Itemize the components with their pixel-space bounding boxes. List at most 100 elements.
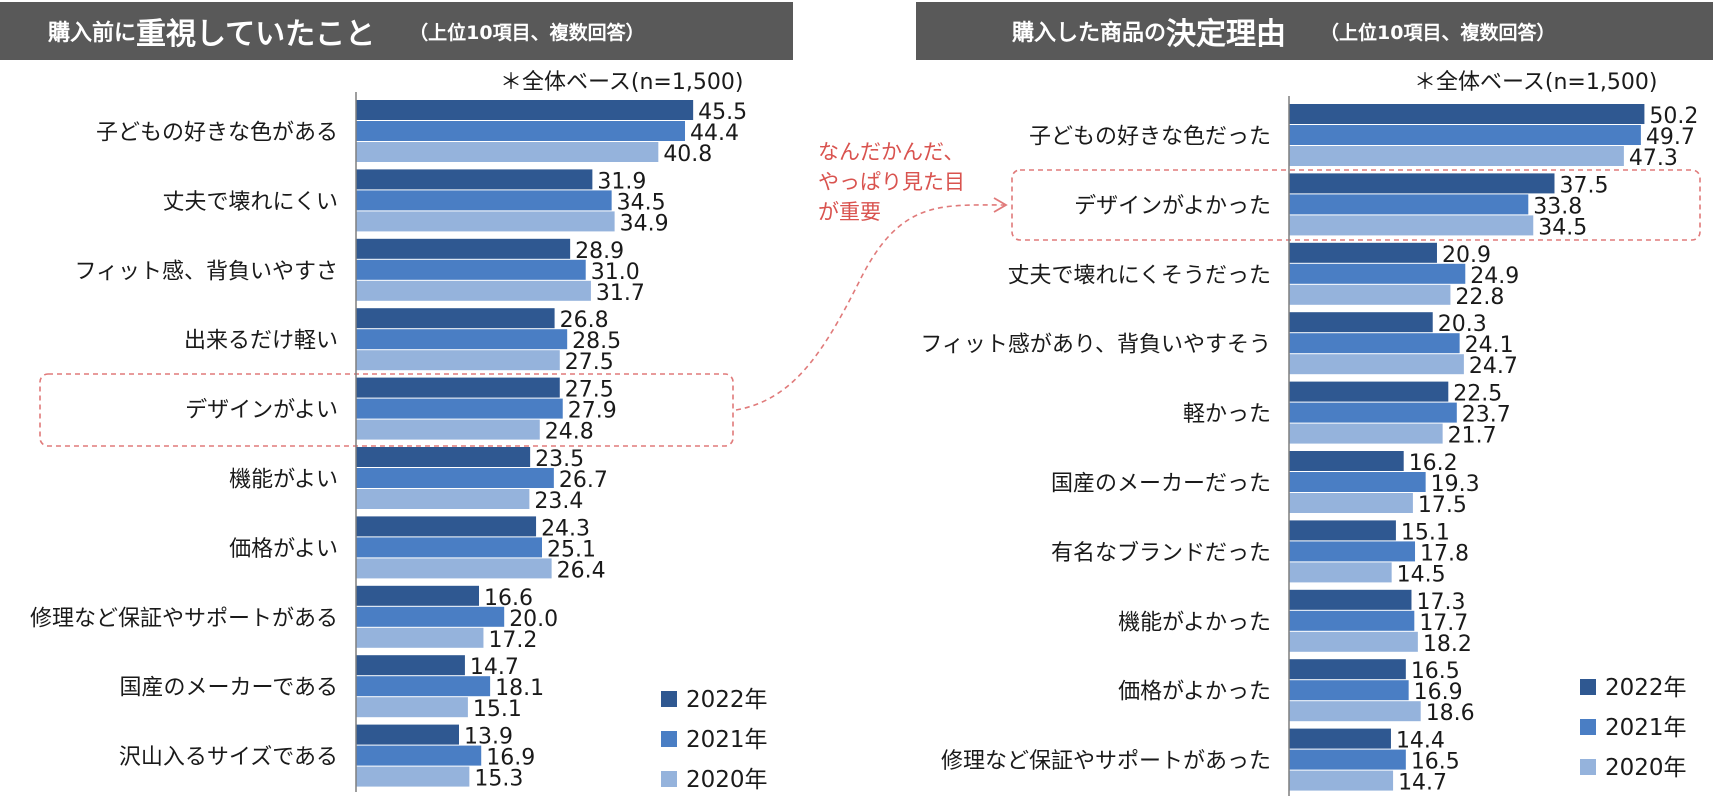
- right-bar-2021年: [1289, 333, 1460, 354]
- left-value-label: 16.6: [484, 586, 533, 611]
- left-category-label: 修理など保証やサポートがある: [30, 606, 338, 631]
- right-value-label: 14.4: [1396, 729, 1445, 754]
- right-bar-2020年: [1289, 493, 1413, 513]
- right-value-label: 23.7: [1462, 403, 1511, 428]
- left-value-label: 31.7: [596, 281, 645, 306]
- left-title-note: （上位10項目、複数回答）: [409, 21, 645, 44]
- left-bar-2020年: [356, 489, 530, 509]
- left-bar-2022年: [356, 308, 555, 329]
- right-category-label: 機能がよかった: [1118, 610, 1271, 635]
- right-value-label: 24.9: [1470, 264, 1519, 289]
- right-value-label: 37.5: [1560, 173, 1609, 198]
- left-value-label: 17.2: [488, 628, 537, 653]
- left-value-label: 34.9: [620, 211, 669, 236]
- left-category-label: 沢山入るサイズである: [119, 745, 338, 770]
- left-value-label: 23.4: [534, 489, 583, 514]
- right-value-label: 49.7: [1646, 125, 1695, 150]
- left-value-label: 34.5: [617, 190, 666, 215]
- left-bar-2022年: [356, 516, 537, 537]
- left-category-label: 機能がよい: [229, 468, 338, 493]
- right-legend-label: 2020年: [1605, 755, 1687, 781]
- left-bar-2022年: [356, 238, 571, 259]
- left-bar-2020年: [356, 142, 659, 162]
- right-category-label: 子どもの好きな色だった: [1029, 125, 1271, 150]
- annotation-line-3: が重要: [818, 200, 881, 224]
- connector-arrowhead-icon: [993, 197, 1008, 213]
- right-value-label: 21.7: [1448, 424, 1497, 449]
- right-bar-2020年: [1289, 354, 1464, 375]
- right-bar-2020年: [1289, 562, 1392, 583]
- right-bar-2022年: [1289, 659, 1406, 680]
- right-legend-swatch: [1580, 719, 1596, 735]
- left-category-label: デザインがよい: [185, 398, 338, 423]
- left-value-label: 26.7: [559, 468, 608, 493]
- right-bar-2022年: [1289, 242, 1437, 263]
- right-bar-2020年: [1289, 423, 1443, 444]
- left-bar-2020年: [356, 697, 468, 718]
- left-bar-2021年: [356, 606, 505, 627]
- left-bar-2022年: [356, 447, 531, 467]
- right-value-label: 16.5: [1411, 750, 1460, 775]
- right-title-note: （上位10項目、複数回答）: [1320, 21, 1556, 44]
- left-value-label: 18.1: [495, 676, 544, 701]
- right-base-note: ＊全体ベース(n=1,500): [1414, 70, 1658, 95]
- left-category-label: 子どもの好きな色がある: [96, 121, 338, 146]
- left-value-label: 28.9: [575, 239, 624, 264]
- left-value-label: 27.5: [565, 350, 614, 375]
- left-bar-2022年: [356, 377, 560, 398]
- right-bar-2022年: [1289, 589, 1412, 610]
- left-bar-2020年: [356, 766, 470, 787]
- left-bar-2021年: [356, 329, 568, 350]
- right-value-label: 17.3: [1416, 590, 1465, 615]
- right-value-label: 19.3: [1431, 472, 1480, 497]
- left-bar-2021年: [356, 745, 482, 766]
- right-bar-2022年: [1289, 728, 1391, 749]
- left-category-label: 丈夫で壊れにくい: [162, 190, 338, 215]
- right-bar-2020年: [1289, 701, 1421, 722]
- left-panel-title: 購入前に 重視していたこと （上位10項目、複数回答）: [0, 2, 793, 60]
- annotation-line-2: やっぱり見た目: [818, 170, 965, 194]
- left-legend-swatch: [661, 731, 677, 747]
- left-bar-2021年: [356, 190, 612, 211]
- right-value-label: 15.1: [1401, 520, 1450, 545]
- right-value-label: 22.8: [1455, 285, 1504, 310]
- right-bar-2022年: [1289, 520, 1396, 541]
- right-value-label: 18.2: [1423, 632, 1472, 657]
- right-category-label: 軽かった: [1183, 402, 1271, 427]
- right-value-label: 33.8: [1533, 194, 1582, 219]
- left-legend-label: 2021年: [686, 727, 768, 753]
- left-bar-2021年: [356, 468, 554, 488]
- right-highlight-box: [1011, 169, 1701, 241]
- left-title-emphasis: 重視していたこと: [136, 17, 376, 52]
- design-annotation: なんだかんだ、 やっぱり見た目 が重要: [818, 137, 965, 227]
- left-value-label: 26.8: [560, 308, 609, 333]
- right-bar-2021年: [1289, 194, 1529, 215]
- right-value-label: 50.2: [1649, 104, 1698, 129]
- left-category-label: 国産のメーカーである: [120, 676, 338, 701]
- left-value-label: 45.5: [698, 100, 747, 125]
- right-legend-swatch: [1580, 679, 1596, 695]
- right-bar-2020年: [1289, 770, 1394, 791]
- right-value-label: 16.5: [1411, 659, 1460, 684]
- right-value-label: 17.7: [1419, 611, 1468, 636]
- right-bar-2022年: [1289, 173, 1555, 194]
- left-bar-2020年: [356, 627, 484, 648]
- right-value-label: 16.2: [1409, 451, 1458, 476]
- left-bar-2022年: [356, 585, 480, 606]
- left-bar-2020年: [356, 350, 560, 371]
- left-bar-2020年: [356, 419, 540, 440]
- left-bar-2022年: [356, 655, 465, 676]
- right-value-label: 18.6: [1426, 701, 1475, 726]
- left-value-label: 24.8: [545, 420, 594, 445]
- right-bar-2020年: [1289, 146, 1624, 166]
- left-bar-2022年: [356, 100, 694, 120]
- left-bar-2021年: [356, 121, 686, 141]
- right-bar-2022年: [1289, 451, 1404, 471]
- left-base-note: ＊全体ベース(n=1,500): [500, 70, 744, 95]
- left-value-label: 40.8: [663, 142, 712, 167]
- left-bar-2021年: [356, 676, 491, 697]
- left-bar-2022年: [356, 724, 459, 745]
- right-value-label: 34.5: [1538, 215, 1587, 240]
- left-category-label: フィット感、背負いやすさ: [74, 259, 338, 284]
- left-value-label: 20.0: [509, 607, 558, 632]
